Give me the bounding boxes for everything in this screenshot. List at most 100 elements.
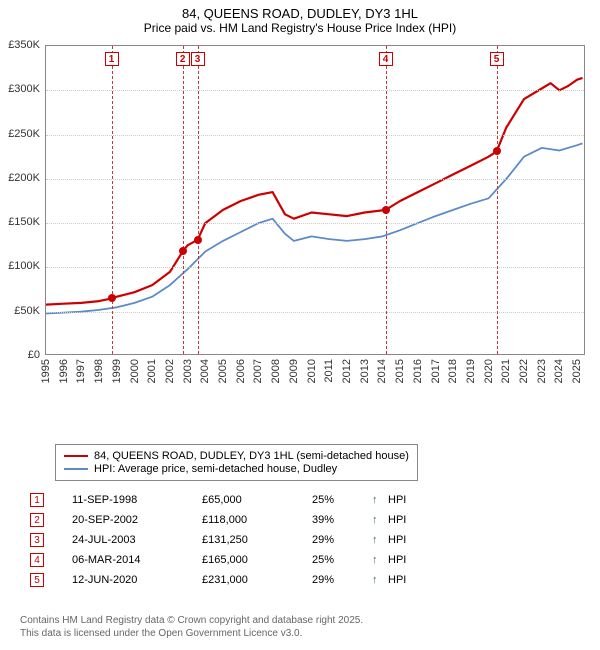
event-badge: 3 xyxy=(191,52,205,66)
x-tick-label: 2025 xyxy=(571,359,583,383)
x-tick-label: 2015 xyxy=(394,359,406,383)
x-tick-label: 2012 xyxy=(341,359,353,383)
up-arrow-icon: ↑ xyxy=(372,574,388,586)
y-tick-label: £50K xyxy=(0,305,40,317)
chart-area: 12345 xyxy=(45,45,585,395)
x-tick-label: 1997 xyxy=(75,359,87,383)
table-row: 406-MAR-2014£165,00025%↑HPI xyxy=(30,550,428,570)
sale-marker xyxy=(493,147,501,155)
gridline xyxy=(46,179,584,180)
legend-swatch-blue xyxy=(64,468,88,470)
gridline xyxy=(46,267,584,268)
row-price: £131,250 xyxy=(202,534,312,546)
x-tick-label: 2007 xyxy=(252,359,264,383)
row-price: £165,000 xyxy=(202,554,312,566)
row-price: £65,000 xyxy=(202,494,312,506)
table-row: 1 11-SEP-1998£65,00025%↑HPI xyxy=(30,490,428,510)
sale-marker xyxy=(382,206,390,214)
x-tick-label: 2004 xyxy=(199,359,211,383)
row-price: £118,000 xyxy=(202,514,312,526)
row-hpi: HPI xyxy=(388,494,428,506)
row-badge: 1 xyxy=(30,493,44,507)
row-badge: 3 xyxy=(30,533,44,547)
legend-item: HPI: Average price, semi-detached house,… xyxy=(64,463,409,475)
up-arrow-icon: ↑ xyxy=(372,554,388,566)
legend-item: 84, QUEENS ROAD, DUDLEY, DY3 1HL (semi-d… xyxy=(64,450,409,462)
event-badge: 2 xyxy=(176,52,190,66)
x-tick-label: 1996 xyxy=(58,359,70,383)
event-line xyxy=(183,46,184,354)
x-tick-label: 2002 xyxy=(164,359,176,383)
row-pct: 29% xyxy=(312,574,372,586)
x-tick-label: 2014 xyxy=(376,359,388,383)
row-price: £231,000 xyxy=(202,574,312,586)
sale-marker xyxy=(179,247,187,255)
x-tick-label: 2017 xyxy=(430,359,442,383)
x-tick-label: 2018 xyxy=(447,359,459,383)
row-pct: 39% xyxy=(312,514,372,526)
x-tick-label: 1995 xyxy=(40,359,52,383)
x-tick-label: 2010 xyxy=(306,359,318,383)
gridline xyxy=(46,135,584,136)
table-row: 324-JUL-2003£131,25029%↑HPI xyxy=(30,530,428,550)
footer: Contains HM Land Registry data © Crown c… xyxy=(20,614,363,640)
table-row: 220-SEP-2002£118,00039%↑HPI xyxy=(30,510,428,530)
up-arrow-icon: ↑ xyxy=(372,494,388,506)
x-tick-label: 2021 xyxy=(500,359,512,383)
up-arrow-icon: ↑ xyxy=(372,514,388,526)
x-tick-label: 2006 xyxy=(235,359,247,383)
legend: 84, QUEENS ROAD, DUDLEY, DY3 1HL (semi-d… xyxy=(55,444,418,481)
y-tick-label: £150K xyxy=(0,216,40,228)
row-badge: 2 xyxy=(30,513,44,527)
legend-label: HPI: Average price, semi-detached house,… xyxy=(94,463,337,475)
row-date: 11-SEP-1998 xyxy=(72,494,202,506)
x-tick-label: 2023 xyxy=(536,359,548,383)
y-tick-label: £100K xyxy=(0,260,40,272)
event-line xyxy=(112,46,113,354)
x-tick-label: 2011 xyxy=(323,359,335,383)
y-tick-label: £0 xyxy=(0,349,40,361)
x-tick-label: 2008 xyxy=(270,359,282,383)
series-line-blue xyxy=(46,143,583,313)
x-tick-label: 2016 xyxy=(412,359,424,383)
x-tick-label: 1999 xyxy=(111,359,123,383)
row-pct: 25% xyxy=(312,494,372,506)
sales-table: 111-SEP-1998£65,00025%↑HPI220-SEP-2002£1… xyxy=(30,490,428,590)
event-badge: 4 xyxy=(379,52,393,66)
legend-label: 84, QUEENS ROAD, DUDLEY, DY3 1HL (semi-d… xyxy=(94,450,409,462)
y-tick-label: £350K xyxy=(0,39,40,51)
footer-line-1: Contains HM Land Registry data © Crown c… xyxy=(20,614,363,627)
line-series-svg xyxy=(46,46,586,356)
event-badge: 5 xyxy=(490,52,504,66)
footer-line-2: This data is licensed under the Open Gov… xyxy=(20,627,363,640)
y-tick-label: £200K xyxy=(0,172,40,184)
x-tick-label: 2009 xyxy=(288,359,300,383)
chart-container: 84, QUEENS ROAD, DUDLEY, DY3 1HL Price p… xyxy=(0,0,600,650)
x-tick-label: 1998 xyxy=(93,359,105,383)
row-date: 24-JUL-2003 xyxy=(72,534,202,546)
plot-area: 12345 xyxy=(45,45,585,355)
sale-marker xyxy=(194,236,202,244)
row-pct: 29% xyxy=(312,534,372,546)
x-tick-label: 2013 xyxy=(359,359,371,383)
event-line xyxy=(497,46,498,354)
row-badge: 5 xyxy=(30,573,44,587)
x-tick-label: 2019 xyxy=(465,359,477,383)
row-date: 12-JUN-2020 xyxy=(72,574,202,586)
title-line-1: 84, QUEENS ROAD, DUDLEY, DY3 1HL xyxy=(10,6,590,21)
series-line-red xyxy=(46,78,583,305)
event-line xyxy=(198,46,199,354)
y-tick-label: £300K xyxy=(0,83,40,95)
event-line xyxy=(386,46,387,354)
row-hpi: HPI xyxy=(388,554,428,566)
row-date: 20-SEP-2002 xyxy=(72,514,202,526)
gridline xyxy=(46,223,584,224)
table-row: 512-JUN-2020£231,00029%↑HPI xyxy=(30,570,428,590)
y-tick-label: £250K xyxy=(0,128,40,140)
x-tick-label: 2001 xyxy=(146,359,158,383)
title-block: 84, QUEENS ROAD, DUDLEY, DY3 1HL Price p… xyxy=(0,0,600,37)
up-arrow-icon: ↑ xyxy=(372,534,388,546)
row-badge: 4 xyxy=(30,553,44,567)
sale-marker xyxy=(108,294,116,302)
x-tick-label: 2024 xyxy=(553,359,565,383)
